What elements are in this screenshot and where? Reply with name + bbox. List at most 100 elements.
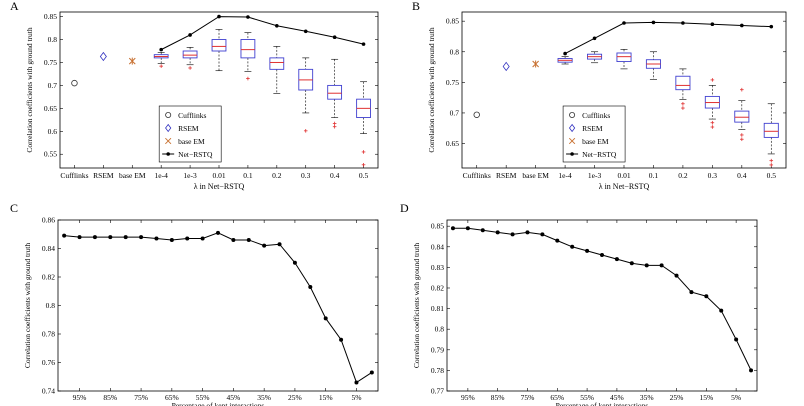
legend: Cufflinks RSEM base EM Net−RSTQ (158, 105, 222, 163)
plot-frame (446, 219, 758, 392)
y-tick-label: 0.85 (44, 12, 57, 21)
x-tick-label: 95% (461, 393, 475, 402)
box-0.5 (356, 81, 371, 167)
y-tick-label: 0.78 (42, 330, 55, 339)
data-point (704, 294, 709, 299)
data-point (734, 337, 739, 342)
panel-a: A 0.55 0.6 0.65 0.7 0.75 0.8 0.85 Cufflinks RSEM b… (10, 0, 379, 191)
y-tick-label: 0.6 (48, 127, 58, 136)
panel-b: B 0.65 0.7 0.75 0.8 0.85 Cufflinks RSEM base EM 1… (412, 0, 787, 191)
data-point (369, 370, 374, 375)
x-tick-label: 15% (319, 393, 333, 402)
net-rstq-point (217, 14, 221, 19)
data-point (614, 257, 619, 262)
x-tick-label: 0.2 (678, 171, 688, 180)
box-0.4 (327, 58, 343, 129)
data-point (92, 235, 97, 240)
rsem-point (99, 51, 107, 62)
x-tick-label: 55% (196, 393, 210, 402)
net-rstq-point (622, 21, 626, 25)
data-point (570, 244, 575, 249)
legend-base-em-marker (165, 137, 172, 145)
y-tick-label: 0.81 (431, 304, 444, 313)
data-point (354, 380, 359, 385)
data-point (231, 237, 236, 242)
panel-label: D (400, 201, 409, 215)
data-point (555, 238, 560, 243)
net-rstq-point (681, 21, 685, 25)
legend-label: RSEM (582, 124, 603, 133)
y-tick-label: 0.7 (48, 81, 58, 90)
y-tick-label: 0.65 (44, 104, 57, 113)
plot-frame (57, 219, 379, 392)
x-tick-label: 55% (580, 393, 594, 402)
x-tick-label: 65% (550, 393, 564, 402)
y-tick-label: 0.82 (42, 273, 55, 282)
y-tick-label: 0.84 (431, 242, 444, 251)
x-tick-label: 5% (731, 393, 741, 402)
data-point (108, 235, 113, 240)
net-rstq-point (246, 15, 250, 19)
net-rstq-point (769, 24, 774, 29)
data-point (154, 236, 159, 241)
legend-box (158, 105, 222, 163)
x-tick-label: 0.3 (708, 171, 718, 180)
x-tick-label: 25% (670, 393, 684, 402)
data-point (123, 235, 128, 240)
box-body (327, 84, 343, 100)
panel-d: D 0.77 0.78 0.79 0.8 0.81 0.82 0.83 0.84 0.85 95% 8… (400, 201, 758, 406)
net-rstq-point (740, 23, 744, 28)
box-0.1 (240, 32, 256, 81)
data-point (216, 230, 220, 235)
data-point (585, 248, 590, 253)
x-tick-label: 45% (610, 393, 624, 402)
x-tick-label: 1e-4 (558, 171, 572, 180)
y-tick-label: 0.55 (44, 150, 57, 159)
y-tick-label: 0.8 (435, 325, 445, 334)
y-tick-label: 0.83 (431, 263, 444, 272)
y-tick-label: 0.7 (450, 108, 460, 117)
y-tick-label: 0.86 (42, 216, 55, 225)
y-tick-label: 0.74 (42, 387, 55, 396)
x-tick-label: 1e-3 (588, 171, 602, 180)
x-tick-label: 0.3 (301, 171, 311, 180)
y-tick-label: 0.8 (48, 35, 58, 44)
x-tick-label: 0.5 (359, 171, 369, 180)
panel-label: C (10, 201, 18, 215)
x-axis-label: Percentage of kept interactions (172, 401, 265, 406)
net-rstq-point (361, 42, 366, 46)
box-body (211, 39, 227, 52)
x-tick-label: Cufflinks (60, 171, 88, 180)
data-point (629, 261, 634, 266)
box-1e-4 (557, 56, 573, 65)
box-1e-3 (182, 47, 198, 70)
legend-label: Cufflinks (582, 111, 610, 120)
legend-label: RSEM (178, 124, 199, 133)
data-point (308, 284, 313, 289)
net-rstq-point (188, 33, 192, 37)
base-em-point (128, 57, 136, 65)
box-body (240, 39, 256, 59)
cufflinks-point (71, 79, 78, 87)
data-point (169, 237, 174, 242)
x-tick-label: Cufflinks (463, 171, 491, 180)
legend-rsem-marker (165, 123, 172, 133)
legend-label: Net−RSTQ (582, 150, 617, 159)
box-0.2 (675, 68, 691, 110)
data-point (749, 368, 754, 373)
y-tick-label: 0.8 (46, 301, 56, 310)
y-tick-label: 0.79 (431, 345, 444, 354)
box-0.3 (704, 78, 720, 129)
panel-label: A (10, 0, 19, 13)
box-0.2 (269, 46, 285, 94)
data-point (719, 308, 724, 313)
legend-line-marker (166, 152, 170, 156)
x-tick-label: 1e-3 (183, 171, 197, 180)
legend-box (562, 105, 626, 163)
y-tick-label: 0.65 (446, 139, 459, 148)
x-tick-label: RSEM (496, 171, 517, 180)
y-tick-label: 0.77 (431, 387, 444, 396)
y-tick-label: 0.85 (446, 17, 459, 26)
data-point (510, 232, 515, 237)
